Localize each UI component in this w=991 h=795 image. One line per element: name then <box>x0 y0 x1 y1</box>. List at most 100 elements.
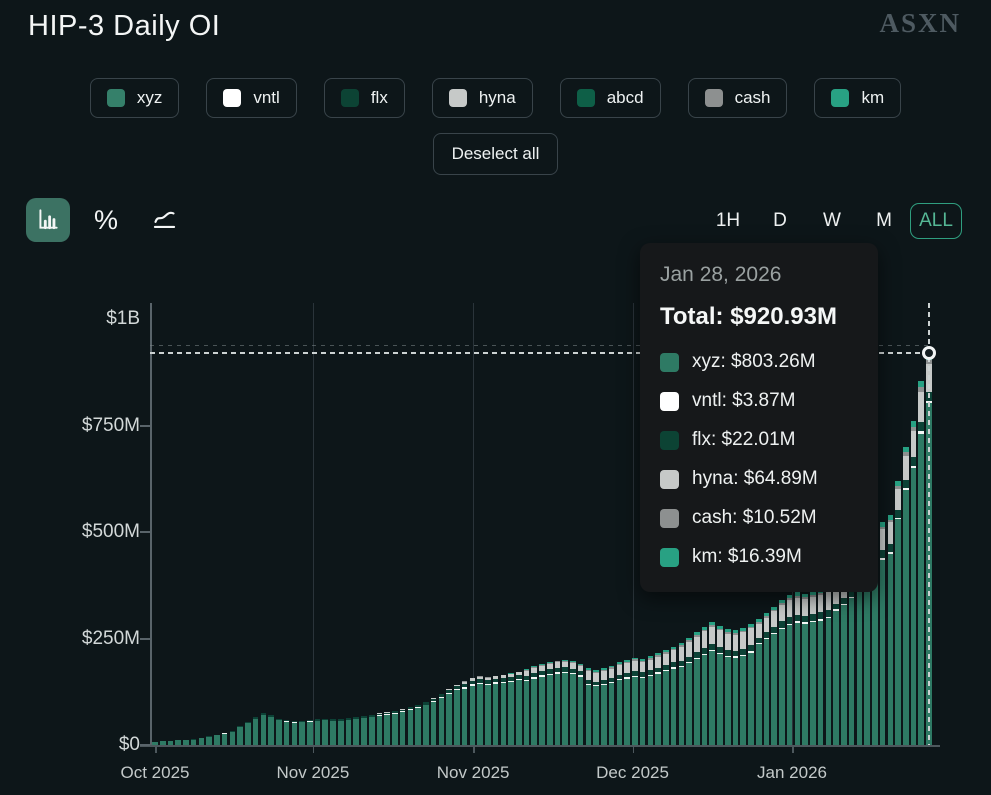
deselect-all-button[interactable]: Deselect all <box>432 133 559 175</box>
bar[interactable] <box>221 733 228 745</box>
bar[interactable] <box>539 664 545 745</box>
bar[interactable] <box>794 592 801 745</box>
bar[interactable] <box>252 717 259 745</box>
bar[interactable] <box>802 593 808 745</box>
legend-item-km[interactable]: km <box>814 78 902 118</box>
legend-item-vntl[interactable]: vntl <box>206 78 297 118</box>
legend-item-cash[interactable]: cash <box>687 78 788 118</box>
bar[interactable] <box>918 380 925 745</box>
bar[interactable] <box>562 659 568 745</box>
bar[interactable] <box>686 637 692 745</box>
bar[interactable] <box>515 671 522 745</box>
bar[interactable] <box>577 664 584 745</box>
bar[interactable] <box>879 522 886 745</box>
legend-item-abcd[interactable]: abcd <box>559 78 661 118</box>
bar[interactable] <box>887 514 894 745</box>
bar[interactable] <box>159 741 166 745</box>
bar[interactable] <box>291 721 298 745</box>
bar[interactable] <box>910 421 917 745</box>
bar[interactable] <box>616 661 623 745</box>
bar[interactable] <box>500 674 507 745</box>
bar[interactable] <box>407 707 414 745</box>
bar[interactable] <box>902 446 909 745</box>
bar[interactable] <box>841 576 847 745</box>
bar[interactable] <box>454 684 460 745</box>
range-button-all[interactable]: ALL <box>910 203 962 239</box>
bar[interactable] <box>748 623 754 745</box>
legend-item-flx[interactable]: flx <box>323 78 405 118</box>
bar[interactable] <box>755 619 762 745</box>
bar[interactable] <box>438 693 445 745</box>
bar[interactable] <box>446 689 452 745</box>
bar[interactable] <box>353 716 360 745</box>
bar[interactable] <box>214 734 220 745</box>
bar[interactable] <box>330 719 336 745</box>
bar[interactable] <box>771 606 777 745</box>
bar[interactable] <box>670 646 677 745</box>
bar[interactable] <box>833 583 839 745</box>
bar[interactable] <box>283 720 290 745</box>
bar[interactable] <box>531 666 538 745</box>
bar[interactable] <box>183 739 189 745</box>
bar[interactable] <box>492 675 499 745</box>
bar[interactable] <box>237 725 243 745</box>
bar[interactable] <box>299 720 305 745</box>
bar[interactable] <box>175 740 181 745</box>
bar[interactable] <box>663 650 669 745</box>
legend-item-hyna[interactable]: hyna <box>431 78 533 118</box>
bar[interactable] <box>546 661 553 745</box>
bar[interactable] <box>337 719 344 745</box>
bar[interactable] <box>485 676 491 745</box>
bar[interactable] <box>260 713 267 745</box>
bar[interactable] <box>461 681 468 745</box>
bar[interactable] <box>608 665 615 745</box>
bar[interactable] <box>190 739 197 745</box>
bar-chart-view-button[interactable] <box>26 198 70 242</box>
bar[interactable] <box>229 730 236 745</box>
bar-series[interactable] <box>150 300 935 745</box>
bar[interactable] <box>593 670 599 745</box>
bar[interactable] <box>763 612 770 745</box>
bar[interactable] <box>786 595 793 745</box>
bar[interactable] <box>206 736 212 745</box>
range-button-d[interactable]: D <box>765 204 795 238</box>
bar[interactable] <box>632 657 638 745</box>
bar[interactable] <box>601 668 607 745</box>
range-button-1h[interactable]: 1H <box>708 204 748 238</box>
bar[interactable] <box>345 718 352 745</box>
bar[interactable] <box>361 716 367 745</box>
bar[interactable] <box>732 629 739 745</box>
bar[interactable] <box>779 600 785 745</box>
bar[interactable] <box>709 621 716 745</box>
bar[interactable] <box>376 713 383 745</box>
bar[interactable] <box>585 668 592 745</box>
bar[interactable] <box>701 626 708 745</box>
bar[interactable] <box>245 721 251 745</box>
bar[interactable] <box>895 480 901 745</box>
percent-view-button[interactable]: % <box>84 198 128 242</box>
bar[interactable] <box>825 586 832 745</box>
bar[interactable] <box>817 589 824 745</box>
bar[interactable] <box>384 712 390 745</box>
bar[interactable] <box>647 656 654 745</box>
bar[interactable] <box>848 568 855 745</box>
range-button-m[interactable]: M <box>868 204 900 238</box>
bar[interactable] <box>314 719 321 745</box>
bar[interactable] <box>810 591 816 745</box>
bar[interactable] <box>430 698 437 745</box>
bar[interactable] <box>152 741 158 745</box>
bar[interactable] <box>268 715 274 745</box>
bar[interactable] <box>570 661 576 745</box>
bar[interactable] <box>724 629 731 745</box>
bar[interactable] <box>477 676 483 745</box>
bar[interactable] <box>655 653 661 745</box>
bar[interactable] <box>276 718 282 745</box>
bar[interactable] <box>508 673 514 745</box>
range-button-w[interactable]: W <box>815 204 849 238</box>
bar[interactable] <box>717 625 723 745</box>
bar[interactable] <box>423 701 429 745</box>
bar[interactable] <box>678 642 685 745</box>
bar[interactable] <box>392 710 398 745</box>
bar[interactable] <box>167 740 174 745</box>
bar[interactable] <box>307 720 313 745</box>
